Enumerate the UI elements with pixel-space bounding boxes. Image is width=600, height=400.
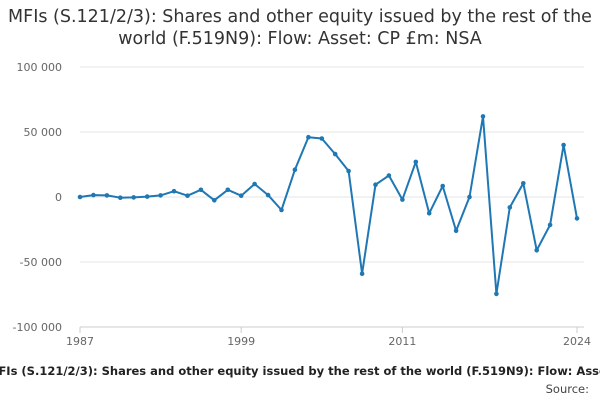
data-point[interactable]	[118, 195, 123, 200]
data-point[interactable]	[507, 205, 513, 210]
y-tick-label: 0	[55, 191, 62, 204]
data-point[interactable]	[198, 187, 204, 193]
data-points	[77, 114, 580, 297]
data-point[interactable]	[238, 193, 244, 198]
data-point[interactable]	[185, 193, 190, 198]
y-tick-label: -50 000	[20, 256, 62, 269]
data-point[interactable]	[426, 211, 432, 216]
data-point[interactable]	[212, 198, 217, 203]
data-point[interactable]	[574, 216, 580, 221]
data-point[interactable]	[453, 228, 459, 234]
data-point[interactable]	[413, 159, 419, 165]
data-point[interactable]	[279, 207, 284, 213]
data-point[interactable]	[373, 182, 378, 187]
data-point[interactable]	[346, 168, 351, 174]
source-label: Source:	[545, 382, 589, 396]
data-point[interactable]	[91, 192, 96, 198]
data-point[interactable]	[386, 173, 392, 178]
x-axis: 1987 1999 2011 2024	[66, 326, 591, 348]
data-point[interactable]	[319, 136, 325, 141]
data-point[interactable]	[225, 187, 231, 193]
x-tick-label: 1999	[227, 335, 255, 348]
data-point[interactable]	[534, 248, 539, 253]
data-point[interactable]	[480, 114, 486, 119]
data-point[interactable]	[561, 142, 566, 148]
data-point[interactable]	[265, 192, 271, 198]
data-point[interactable]	[131, 195, 136, 200]
data-point[interactable]	[521, 181, 526, 186]
data-point[interactable]	[292, 167, 298, 172]
y-tick-label: 50 000	[24, 126, 63, 139]
series-line	[79, 115, 578, 295]
data-point[interactable]	[77, 194, 83, 200]
x-tick-label: 1987	[66, 335, 94, 348]
chart-title: MFIs (S.121/2/3): Shares and other equit…	[8, 7, 592, 49]
data-point[interactable]	[306, 134, 311, 140]
data-point[interactable]	[104, 193, 110, 198]
x-tick-label: 2024	[563, 335, 591, 348]
y-tick-label: 100 000	[17, 61, 63, 74]
grid-lines	[80, 66, 584, 328]
data-point[interactable]	[359, 271, 365, 277]
data-point[interactable]	[171, 188, 177, 194]
data-point[interactable]	[400, 197, 405, 202]
data-point[interactable]	[332, 151, 338, 157]
data-point[interactable]	[144, 194, 150, 199]
data-point[interactable]	[547, 222, 553, 228]
x-tick-label: 2011	[388, 335, 416, 348]
series-line-group	[79, 115, 578, 295]
y-tick-label: -100 000	[13, 321, 62, 334]
data-point[interactable]	[467, 194, 472, 200]
data-point[interactable]	[252, 181, 257, 187]
data-point[interactable]	[440, 183, 446, 189]
data-point[interactable]	[158, 193, 163, 198]
x-axis-title: MFIs (S.121/2/3): Shares and other equit…	[0, 364, 600, 378]
y-tick-labels: -100 000 -50 000 0 50 000 100 000	[13, 61, 62, 334]
data-point[interactable]	[494, 291, 499, 297]
x-axis-title-text: MFIs (S.121/2/3): Shares and other equit…	[0, 364, 600, 378]
